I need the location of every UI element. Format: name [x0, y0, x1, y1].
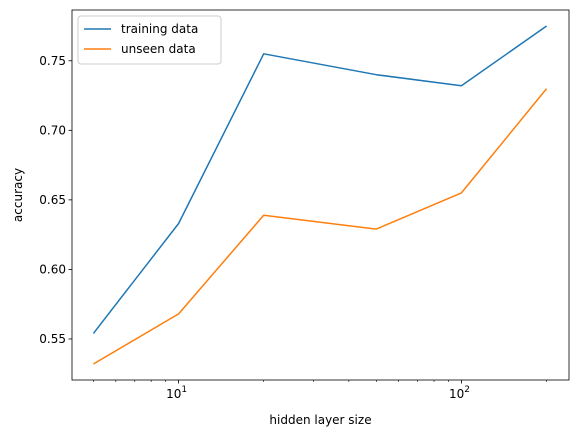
y-tick-label: 0.55	[39, 332, 66, 346]
series-line-0	[92, 25, 548, 334]
legend-frame	[77, 15, 222, 65]
plot-marks	[92, 25, 548, 365]
y-tick-label: 0.70	[39, 123, 66, 137]
y-tick-label: 0.60	[39, 262, 66, 276]
y-axis-ticks: 0.55 0.60 0.65 0.70 0.75	[39, 54, 72, 346]
x-tick-label: 101	[166, 385, 187, 401]
legend: training data unseen data	[77, 15, 222, 65]
y-axis-label: accuracy	[11, 168, 25, 222]
x-axis-label: hidden layer size	[269, 413, 371, 427]
y-tick-label: 0.75	[39, 54, 66, 68]
x-axis-ticks: 101 102	[93, 380, 547, 401]
y-tick-label: 0.65	[39, 193, 66, 207]
plot-frame	[71, 9, 570, 381]
series-line-1	[93, 88, 548, 365]
legend-label-0: training data	[121, 22, 198, 36]
legend-label-1: unseen data	[121, 42, 196, 56]
x-tick-label: 102	[449, 385, 470, 401]
